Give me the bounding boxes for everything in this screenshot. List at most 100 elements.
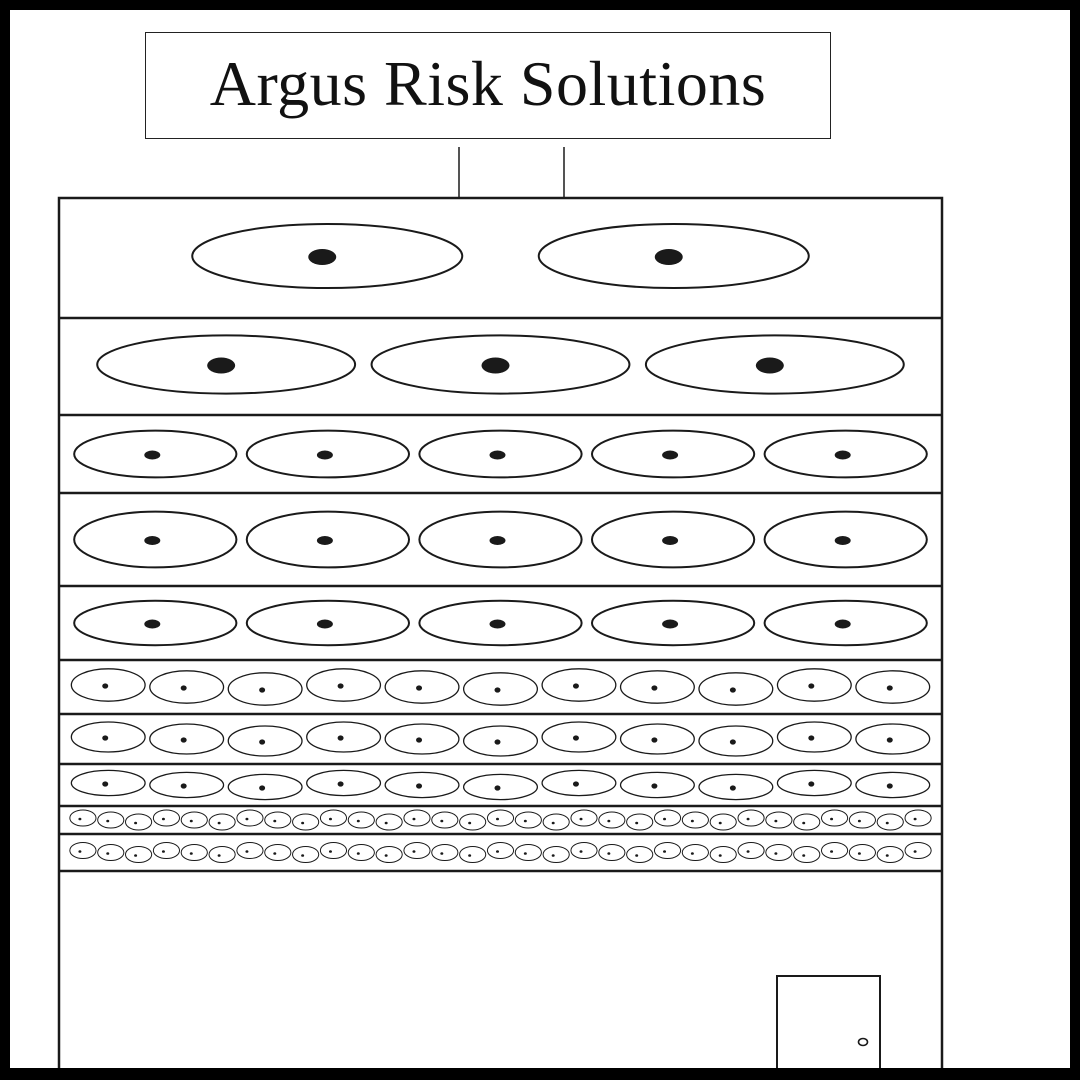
eye-pupil [207,358,235,374]
eye-pupil [273,820,276,823]
eye-pupil [317,536,333,545]
eye-window [70,843,96,859]
eye-window [385,724,459,754]
eye-pupil [756,358,784,374]
eye-pupil [329,818,332,821]
eye-pupil [190,820,193,823]
eye-pupil [552,854,555,857]
eye-pupil [691,820,694,823]
eye-window [821,843,847,859]
eye-window [599,812,625,828]
eye-window [654,843,680,859]
eye-window [460,847,486,863]
eye-window [71,722,145,752]
eye-pupil [662,451,678,460]
eye-pupil [802,822,805,825]
eye-pupil [412,850,415,853]
eye-window [385,772,459,797]
eye-window [464,673,538,705]
eye-window [794,814,820,830]
eye-window [307,669,381,701]
eye-window [460,814,486,830]
eye-pupil [655,249,683,265]
eye-pupil [524,852,527,855]
eye-pupil [357,852,360,855]
eye-pupil [808,735,814,740]
eye-window [856,724,930,754]
eye-window [348,845,374,861]
eye-window [543,847,569,863]
eye-pupil [607,820,610,823]
eye-pupil [747,850,750,853]
eye-window [320,810,346,826]
eye-pupil [886,854,889,857]
eye-window [738,843,764,859]
eye-pupil [245,850,248,853]
eye-window [209,847,235,863]
eye-pupil [181,737,187,742]
eye-pupil [495,739,501,744]
eye-pupil [338,781,344,786]
eye-window [699,726,773,756]
eye-window [877,814,903,830]
eye-pupil [416,685,422,690]
eye-pupil [573,735,579,740]
eye-window [150,724,224,754]
eye-pupil [440,852,443,855]
eye-pupil [102,683,108,688]
eye-window [542,770,616,795]
eye-pupil [357,820,360,823]
eye-window [777,669,851,701]
eye-pupil [573,683,579,688]
eye-window [621,724,695,754]
eye-window [237,810,263,826]
eye-window [307,722,381,752]
eye-pupil [301,822,304,825]
eye-window [150,671,224,703]
eye-pupil [887,685,893,690]
eye-pupil [802,854,805,857]
eye-pupil [635,854,638,857]
eye-pupil [835,536,851,545]
eye-pupil [580,818,583,821]
eye-window [70,810,96,826]
eye-pupil [774,852,777,855]
eye-window [654,810,680,826]
eye-window [153,843,179,859]
eye-pupil [416,783,422,788]
eye-pupil [338,683,344,688]
eye-window [71,770,145,795]
eye-pupil [162,850,165,853]
eye-window [126,847,152,863]
eye-pupil [102,781,108,786]
eye-pupil [412,818,415,821]
eye-pupil [317,620,333,629]
eye-window [228,673,302,705]
eye-pupil [747,818,750,821]
eye-pupil [181,685,187,690]
eye-window [794,847,820,863]
eye-window [877,847,903,863]
eye-pupil [468,822,471,825]
eye-pupil [496,850,499,853]
eye-pupil [835,451,851,460]
door [777,976,880,1068]
eye-pupil [524,820,527,823]
eye-window [543,814,569,830]
eye-pupil [858,820,861,823]
eye-pupil [914,850,917,853]
eye-pupil [808,781,814,786]
eye-pupil [78,818,81,821]
illustration-frame: Argus Risk Solutions [10,10,1070,1068]
eye-pupil [259,785,265,790]
eye-window [153,810,179,826]
eye-pupil [482,358,510,374]
eye-pupil [144,620,160,629]
eye-pupil [273,852,276,855]
eye-pupil [338,735,344,740]
eye-window [710,814,736,830]
eye-pupil [808,683,814,688]
eye-pupil [181,783,187,788]
eye-pupil [144,451,160,460]
eye-pupil [830,850,833,853]
